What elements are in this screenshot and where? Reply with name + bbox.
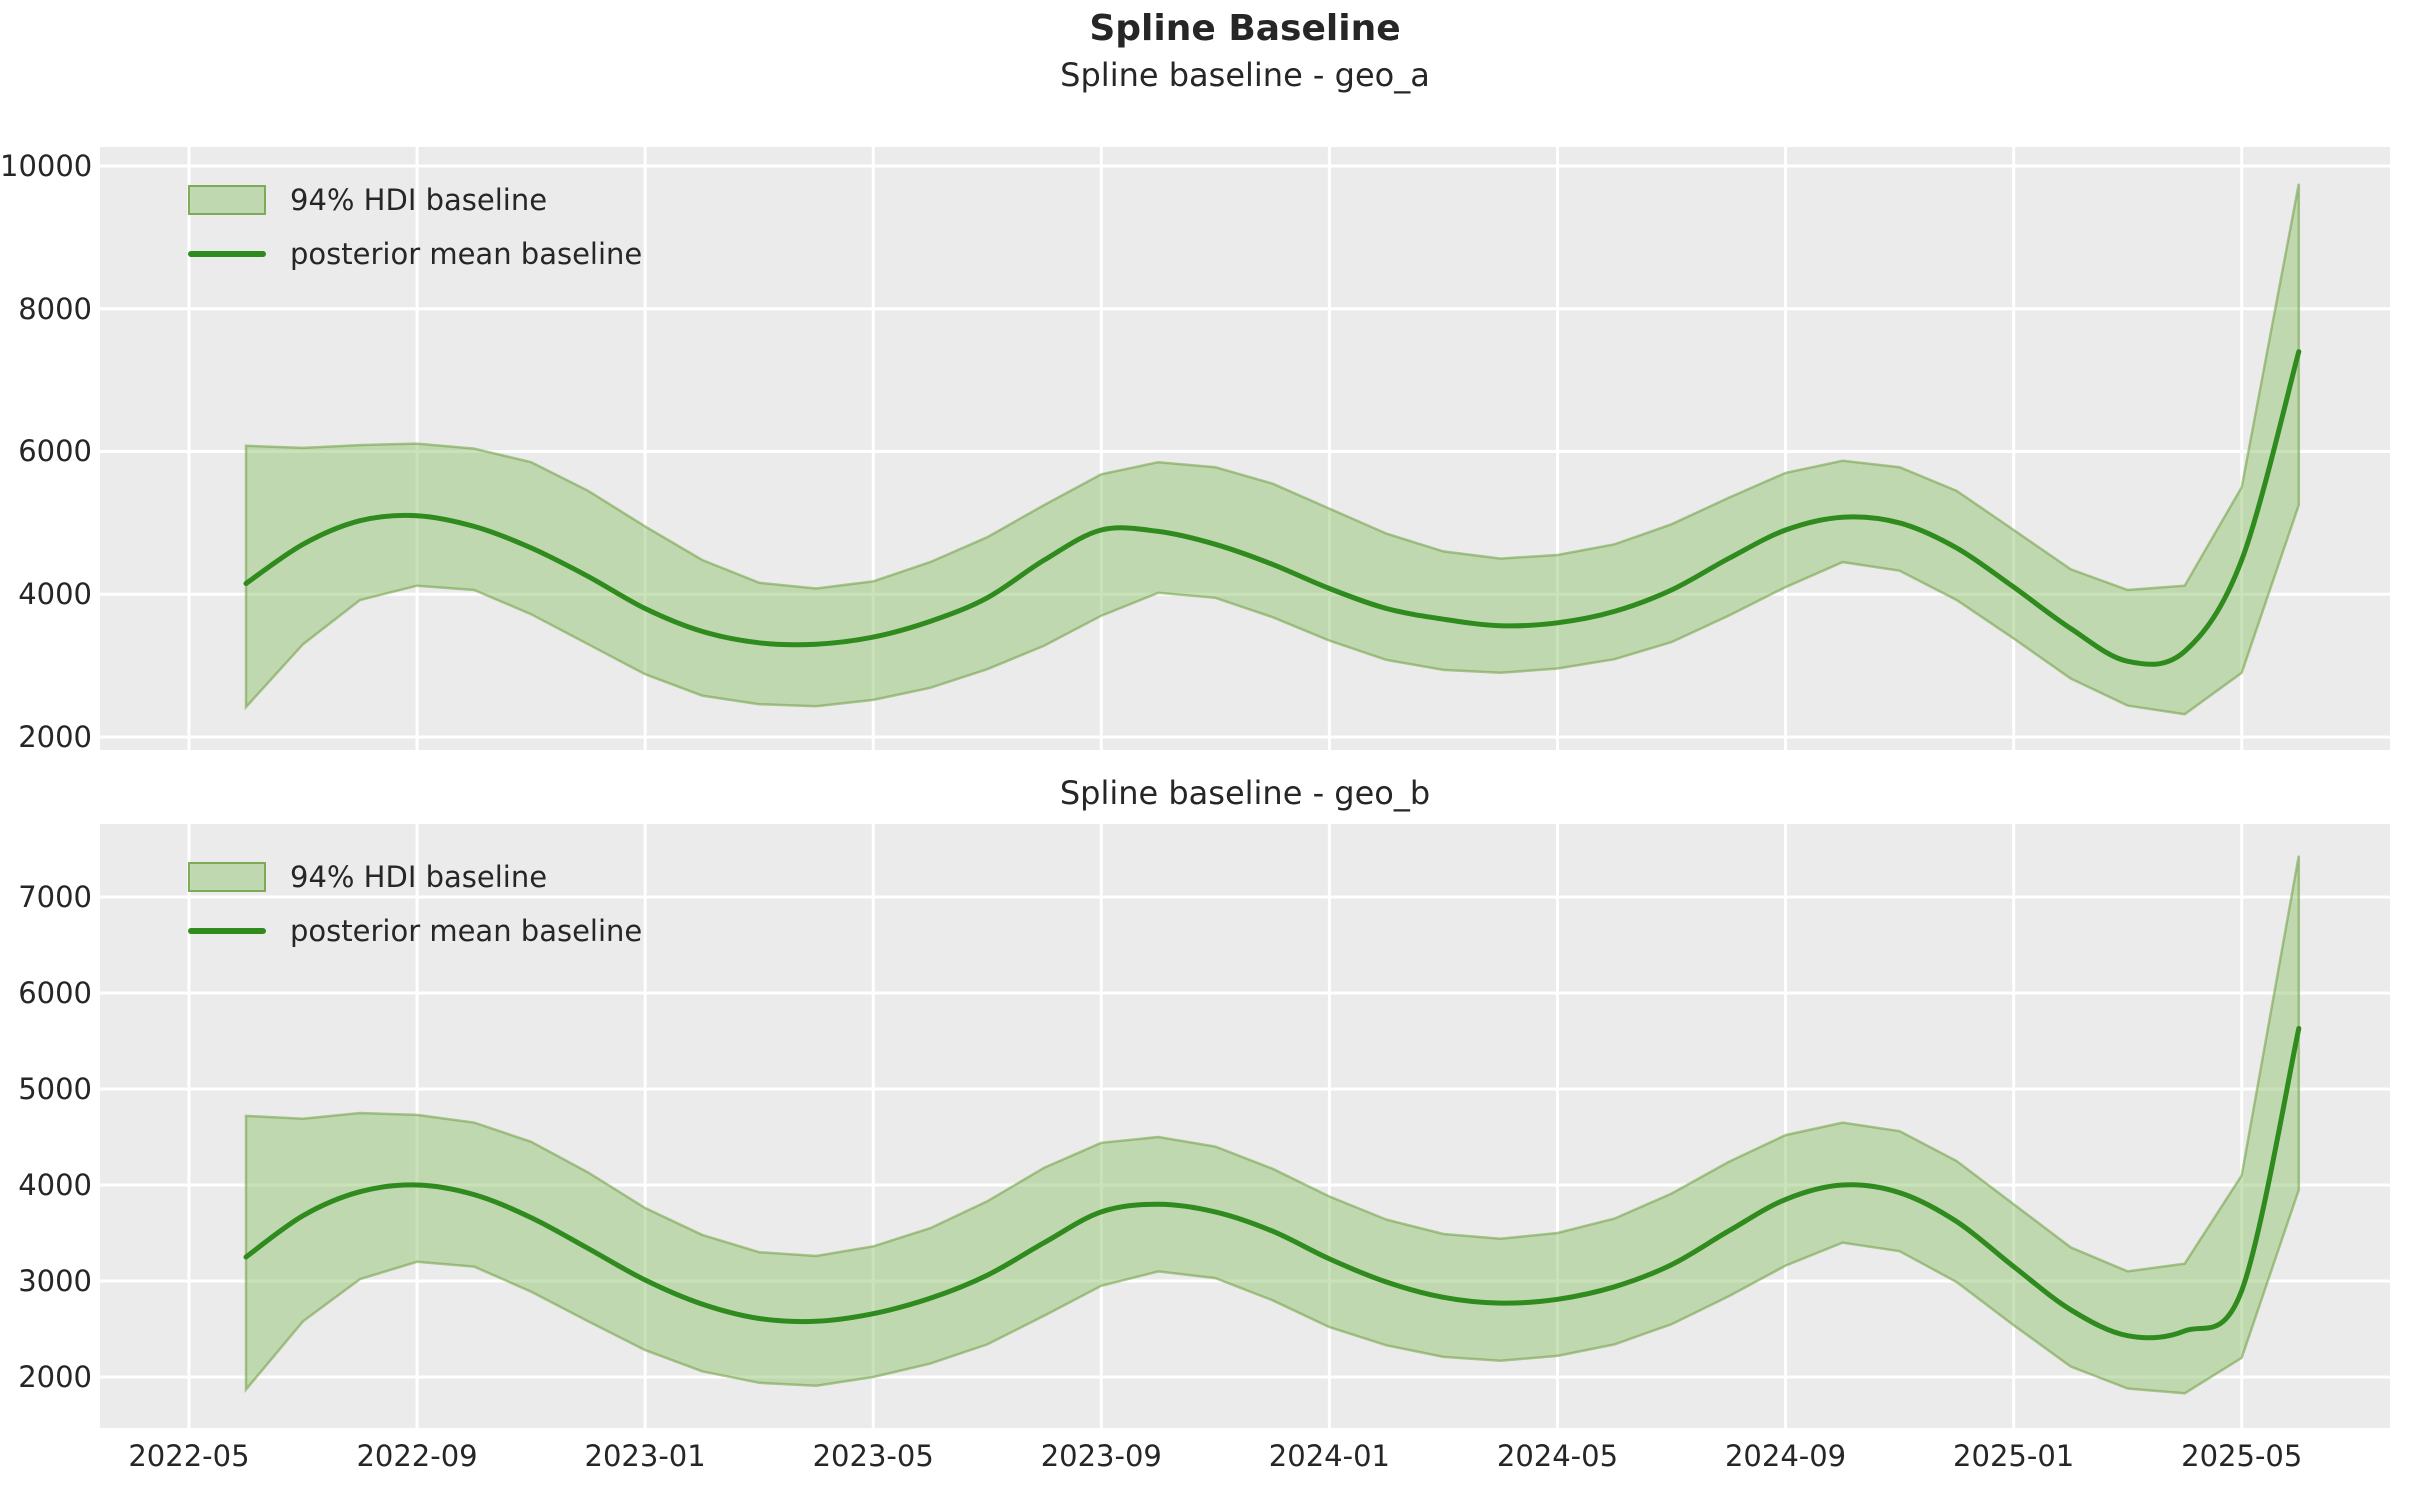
y-tick-label: 10000 [0, 148, 93, 183]
y-tick-label: 6000 [18, 434, 92, 469]
hdi-band [244, 855, 2301, 1395]
x-tick-label: 2024-05 [1496, 1439, 1619, 1473]
y-tick-label: 6000 [18, 975, 92, 1010]
y-tick-label: 7000 [18, 879, 92, 914]
hdi-band [244, 183, 2301, 716]
legend-label-mean: posterior mean baseline [290, 237, 643, 271]
y-tick-label: 4000 [18, 1167, 92, 1202]
chart-geo-a: 94% HDI baseline posterior mean baseline [100, 147, 2390, 750]
legend-label-hdi: 94% HDI baseline [290, 183, 548, 217]
y-tick-label: 3000 [18, 1264, 92, 1298]
legend-entry-mean: posterior mean baseline [188, 914, 642, 948]
x-tick-label: 2023-01 [584, 1439, 706, 1473]
x-tick-label: 2022-09 [356, 1439, 478, 1473]
y-tick-label: 2000 [18, 1360, 92, 1395]
y-tick-label: 5000 [18, 1071, 92, 1106]
legend-entry-mean: posterior mean baseline [188, 237, 642, 271]
chart-canvas-geo-b [100, 824, 2390, 1428]
legend-entry-hdi: 94% HDI baseline [188, 183, 642, 217]
y-tick-label: 2000 [18, 720, 92, 754]
mean-line-swatch-icon [188, 251, 266, 257]
x-tick-label: 2025-05 [2181, 1439, 2303, 1473]
page-title: Spline Baseline [1089, 8, 1401, 49]
legend-geo-b: 94% HDI baseline posterior mean baseline [188, 860, 642, 948]
subplot-title-geo-b: Spline baseline - geo_b [1059, 774, 1431, 812]
hdi-band-swatch-icon [188, 185, 266, 215]
y-tick-label: 8000 [18, 291, 92, 326]
x-tick-label: 2024-09 [1724, 1439, 1847, 1473]
posterior-mean-line [243, 1026, 2302, 1341]
posterior-mean-line [243, 349, 2302, 667]
mean-line-swatch-icon [188, 928, 266, 934]
x-tick-label: 2023-09 [1040, 1439, 1162, 1473]
chart-canvas-geo-a [100, 147, 2390, 750]
x-tick-label: 2023-05 [812, 1439, 934, 1473]
y-tick-label: 4000 [18, 577, 92, 612]
hdi-band-swatch-icon [188, 862, 266, 892]
legend-label-mean: posterior mean baseline [290, 914, 643, 948]
legend-label-hdi: 94% HDI baseline [290, 860, 548, 894]
x-tick-label: 2025-01 [1953, 1439, 2075, 1473]
x-tick-label: 2024-01 [1268, 1439, 1390, 1473]
chart-geo-b: 94% HDI baseline posterior mean baseline [100, 824, 2390, 1428]
subplot-title-geo-a: Spline baseline - geo_a [1060, 56, 1430, 94]
x-tick-label: 2022-05 [128, 1439, 250, 1473]
legend-geo-a: 94% HDI baseline posterior mean baseline [188, 183, 642, 271]
legend-entry-hdi: 94% HDI baseline [188, 860, 642, 894]
